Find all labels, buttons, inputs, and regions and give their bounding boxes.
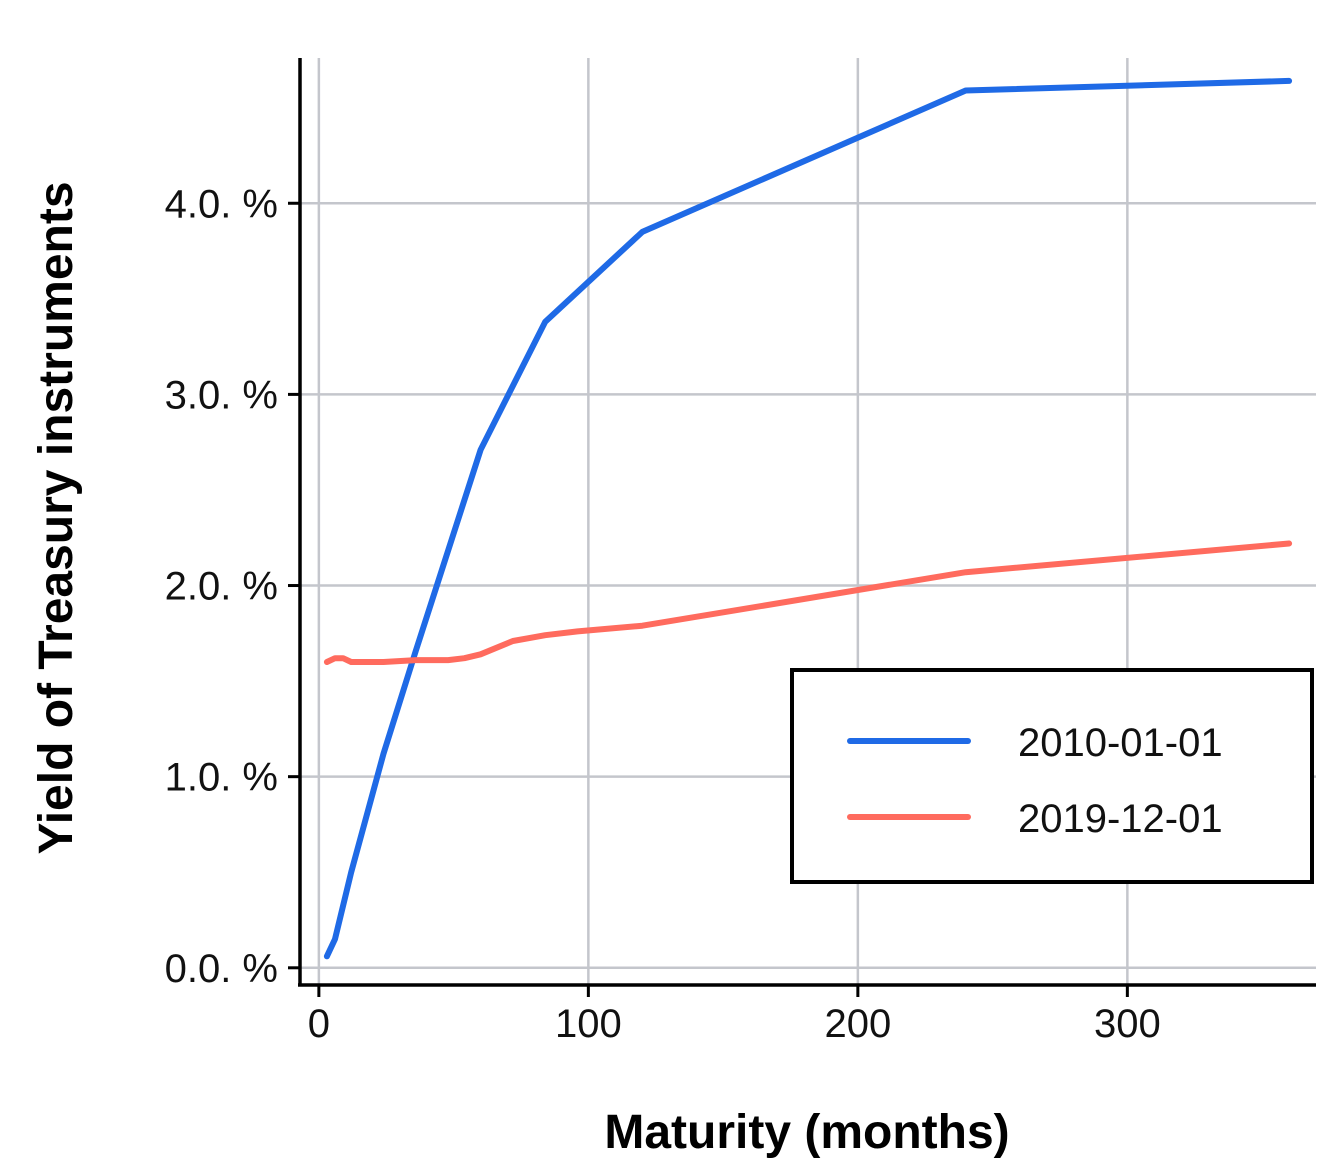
axes: [298, 58, 1316, 987]
x-tick-label-100: 100: [555, 1002, 622, 1046]
x-tick-label-0: 0: [308, 1002, 330, 1046]
legend-label-2019-12-01: 2019-12-01: [1018, 797, 1223, 841]
series-layer: [323, 77, 1293, 960]
y-tick-label-1: 1.0. %: [165, 756, 278, 800]
y-tick-label-2: 2.0. %: [165, 565, 278, 609]
legend: 2010-01-01 2019-12-01: [790, 668, 1314, 884]
x-tick-label-200: 200: [824, 1002, 891, 1046]
legend-label-2010-01-01: 2010-01-01: [1018, 721, 1223, 765]
x-axis-title: Maturity (months): [604, 1106, 1009, 1159]
ticks: 0 100 200 300 0.0. % 1.0. % 2.0. % 3.0. % 4.0. %: [165, 182, 1161, 1046]
series-line-2010-01-01: [323, 77, 1293, 960]
x-tick-label-300: 300: [1094, 1002, 1161, 1046]
series-line-2019-12-01: [323, 540, 1293, 665]
y-tick-label-0: 0.0. %: [165, 947, 278, 991]
y-tick-label-3: 3.0. %: [165, 373, 278, 417]
y-tick-label-4: 4.0. %: [165, 182, 278, 226]
legend-box: [790, 668, 1314, 884]
y-axis-title: Yield of Treasury instruments: [30, 181, 83, 854]
